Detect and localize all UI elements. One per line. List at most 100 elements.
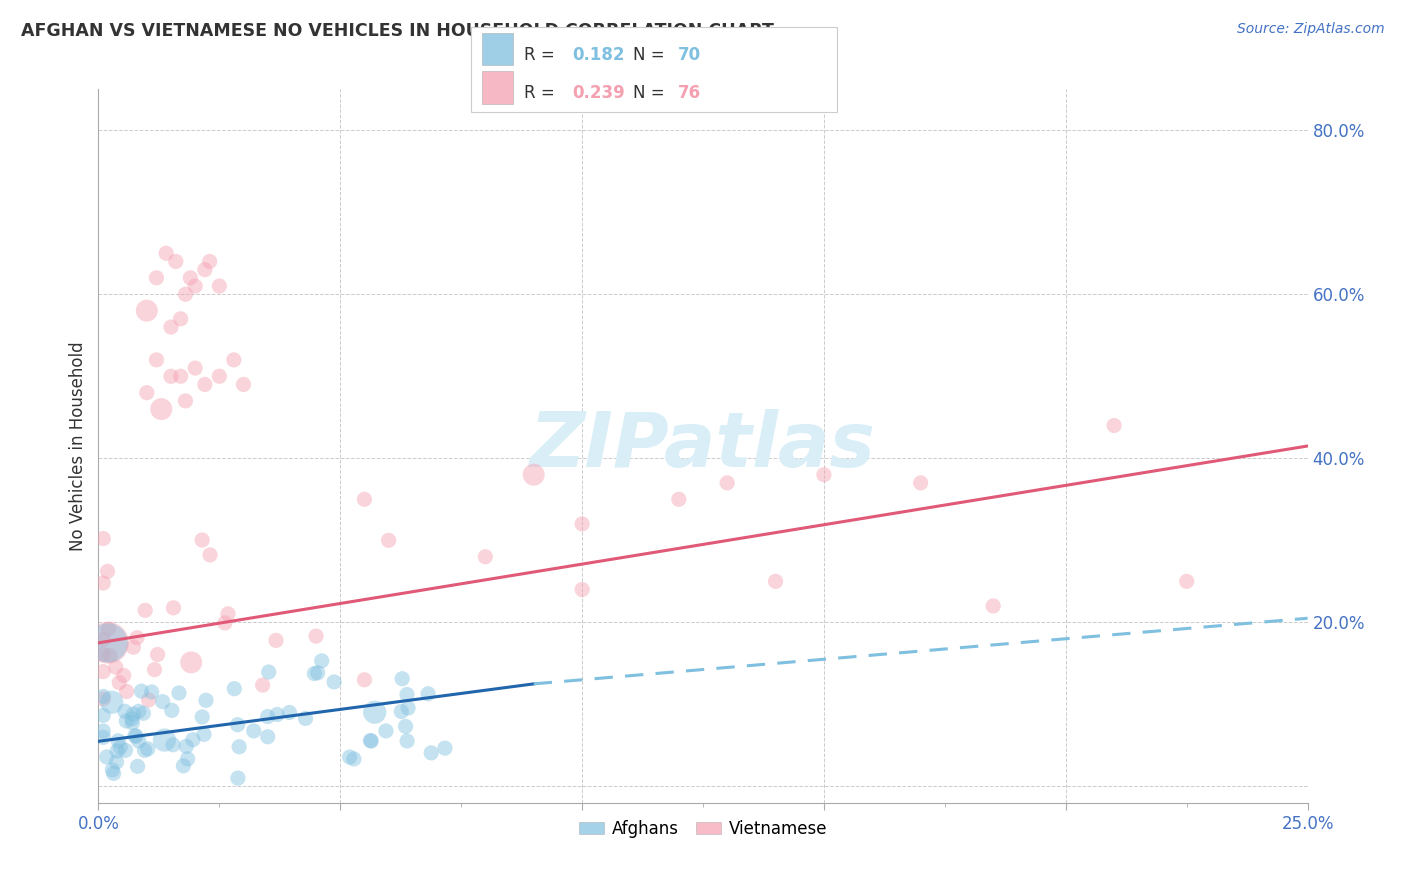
Point xyxy=(668,492,690,507)
Point xyxy=(145,352,167,367)
Point xyxy=(153,733,176,747)
Point xyxy=(174,287,197,301)
Point xyxy=(114,704,136,718)
Point xyxy=(391,672,413,686)
Point xyxy=(217,607,239,621)
Text: N =: N = xyxy=(633,45,669,63)
Point xyxy=(208,279,231,293)
Point xyxy=(115,714,138,728)
Point xyxy=(228,739,250,754)
Point xyxy=(194,377,217,392)
Point xyxy=(100,695,122,709)
Point xyxy=(98,648,121,663)
Point xyxy=(104,660,127,674)
Point xyxy=(179,270,201,285)
Point xyxy=(278,706,301,720)
Point xyxy=(180,656,202,670)
Point xyxy=(198,548,221,562)
Point xyxy=(122,707,145,722)
Point xyxy=(172,759,194,773)
Point xyxy=(353,492,375,507)
Point xyxy=(474,549,496,564)
Point xyxy=(91,632,114,647)
Point xyxy=(91,576,114,591)
Point xyxy=(813,467,835,482)
Point xyxy=(765,574,787,589)
Point xyxy=(150,402,173,417)
Point xyxy=(716,475,738,490)
Point xyxy=(416,687,439,701)
Text: AFGHAN VS VIETNAMESE NO VEHICLES IN HOUSEHOLD CORRELATION CHART: AFGHAN VS VIETNAMESE NO VEHICLES IN HOUS… xyxy=(21,22,773,40)
Point xyxy=(125,631,148,645)
Point xyxy=(191,533,214,547)
Point xyxy=(169,311,191,326)
Point xyxy=(136,742,159,756)
Point xyxy=(571,582,593,597)
Point xyxy=(143,663,166,677)
Point xyxy=(184,361,207,376)
Point xyxy=(184,279,207,293)
Point xyxy=(264,633,287,648)
Point xyxy=(128,734,150,748)
Text: R =: R = xyxy=(524,84,561,102)
Point xyxy=(193,727,215,741)
Text: N =: N = xyxy=(633,84,669,102)
Point xyxy=(127,759,149,773)
Point xyxy=(256,730,278,744)
Point xyxy=(174,739,197,754)
Point xyxy=(160,369,183,384)
Point xyxy=(91,532,114,546)
Point xyxy=(323,674,346,689)
Point xyxy=(169,369,191,384)
Point xyxy=(152,695,174,709)
Point xyxy=(91,724,114,739)
Point xyxy=(304,666,326,681)
Point xyxy=(224,681,246,696)
Point xyxy=(108,675,131,690)
Point xyxy=(114,743,136,757)
Y-axis label: No Vehicles in Household: No Vehicles in Household xyxy=(69,341,87,551)
Point xyxy=(124,729,146,743)
Point xyxy=(103,766,125,780)
Point xyxy=(121,712,143,726)
Point xyxy=(394,719,416,733)
Point xyxy=(981,599,1004,613)
Text: 0.182: 0.182 xyxy=(572,45,624,63)
Text: 0.239: 0.239 xyxy=(572,84,626,102)
Point xyxy=(91,691,114,706)
Point xyxy=(1102,418,1125,433)
Point xyxy=(266,707,288,722)
Text: R =: R = xyxy=(524,45,561,63)
Point xyxy=(1175,574,1198,589)
Point xyxy=(155,246,177,260)
Point xyxy=(232,377,254,392)
Point xyxy=(105,755,128,769)
Point xyxy=(162,738,184,752)
Point xyxy=(339,750,361,764)
Point xyxy=(256,709,278,723)
Point xyxy=(311,654,333,668)
Text: 70: 70 xyxy=(678,45,700,63)
Point xyxy=(97,636,120,650)
Point xyxy=(91,665,114,679)
Point xyxy=(128,704,150,718)
Text: Source: ZipAtlas.com: Source: ZipAtlas.com xyxy=(1237,22,1385,37)
Point xyxy=(138,693,160,707)
Point xyxy=(420,746,443,760)
Point xyxy=(360,734,382,748)
Point xyxy=(396,701,419,715)
Point xyxy=(194,262,217,277)
Point xyxy=(132,706,155,721)
Point xyxy=(226,771,249,785)
Point xyxy=(198,254,221,268)
Point xyxy=(194,693,217,707)
Point xyxy=(174,393,197,408)
Point xyxy=(257,665,280,679)
Legend: Afghans, Vietnamese: Afghans, Vietnamese xyxy=(572,814,834,845)
Point xyxy=(134,603,156,617)
Point xyxy=(389,705,412,719)
Point xyxy=(242,723,264,738)
Point xyxy=(226,717,249,731)
Point xyxy=(214,615,236,630)
Point xyxy=(176,752,198,766)
